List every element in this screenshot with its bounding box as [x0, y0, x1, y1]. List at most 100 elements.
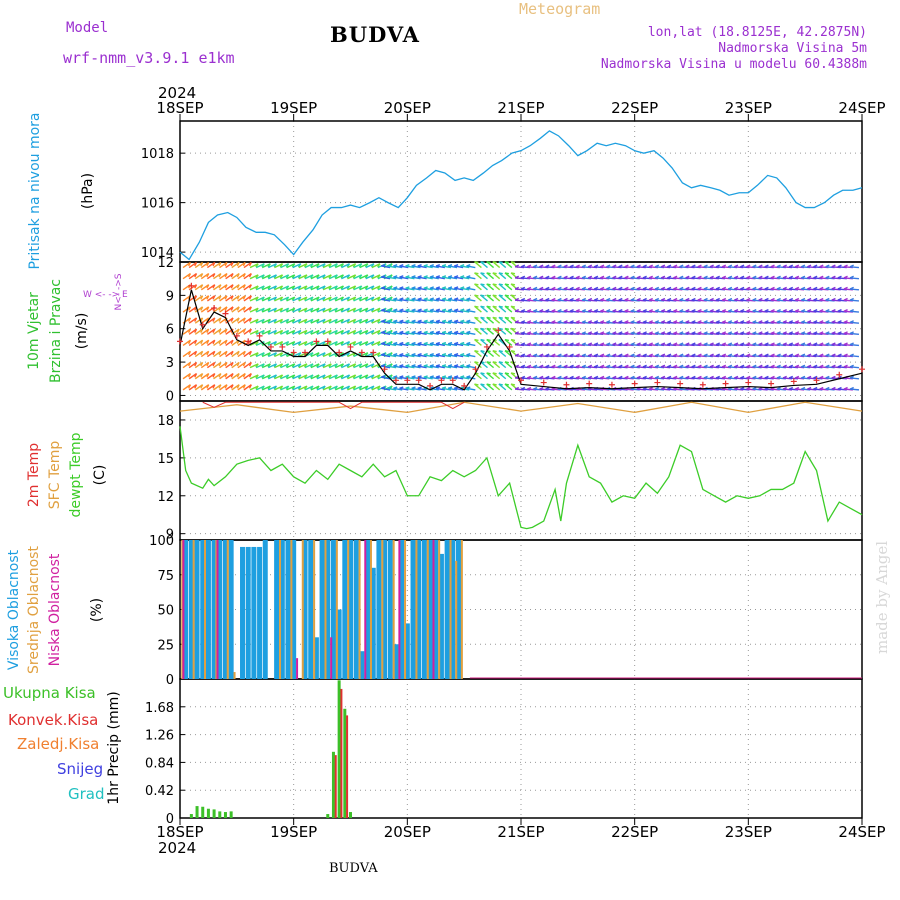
wind-arrow-head: [236, 262, 240, 267]
wind-arrow: [492, 272, 501, 280]
wind-arrow-head: [466, 341, 471, 345]
wind-arrow-head: [667, 353, 672, 357]
wind-gust-marker: [302, 349, 309, 356]
wind-arrow-head: [520, 309, 526, 312]
wind-arrow: [249, 352, 259, 358]
wind-arrow: [411, 276, 421, 280]
wind-arrow-head: [230, 284, 234, 289]
wind-arrow: [304, 307, 314, 313]
wind-arrow-head: [273, 318, 278, 323]
wind-arrow-head: [807, 309, 812, 312]
wind-arrow-head: [849, 275, 854, 279]
wind-arrow-head: [328, 374, 332, 379]
wind-arrow: [460, 287, 470, 291]
wind-arrow-head: [727, 275, 733, 279]
wind-arrow: [429, 332, 439, 335]
y-tick-label: 25: [157, 638, 174, 653]
wind-arrow-head: [224, 351, 228, 356]
wind-arrow: [213, 272, 222, 280]
wind-arrow: [194, 328, 203, 335]
wind-arrow: [286, 296, 296, 302]
wind-arrow-head: [206, 273, 210, 278]
wind-arrow-head: [423, 375, 428, 378]
wind-arrow-head: [764, 375, 769, 379]
wind-arrow: [441, 365, 452, 369]
wind-arrow-head: [352, 374, 357, 379]
wind-arrow-head: [188, 351, 192, 356]
wind-arrow-head: [709, 353, 714, 357]
wind-arrow-head: [557, 309, 562, 312]
wind-arrow-head: [429, 353, 434, 356]
wind-arrow-head: [727, 264, 733, 268]
wind-arrow-head: [600, 342, 605, 346]
wind-arrow: [207, 384, 216, 391]
wind-arrow-head: [849, 331, 854, 335]
wind-arrow: [381, 376, 391, 380]
wind-arrow-head: [807, 286, 812, 290]
wind-arrow-head: [740, 264, 745, 268]
wind-arrow-head: [563, 375, 568, 379]
wind-arrow-head: [466, 330, 471, 334]
wind-arrow-head: [697, 264, 702, 268]
wind-arrow: [353, 307, 362, 313]
wind-arrow-head: [727, 297, 733, 301]
wind-arrow: [194, 261, 203, 269]
wind-arrow-head: [624, 375, 629, 379]
wind-arrow-head: [600, 297, 605, 301]
wind-arrow-head: [206, 351, 210, 356]
wind-arrow-head: [486, 261, 491, 264]
wind-arrow-head: [340, 318, 344, 323]
wind-arrow-head: [411, 386, 416, 389]
wind-arrow-head: [788, 331, 794, 335]
wind-arrow-head: [612, 353, 617, 357]
wind-arrow-head: [380, 386, 386, 389]
wind-arrow: [194, 295, 203, 302]
wind-arrow: [274, 385, 283, 391]
wind-arrow-head: [417, 375, 422, 378]
wind-arrow: [274, 340, 283, 347]
wind-arrow: [316, 263, 326, 269]
wind-arrow-head: [441, 264, 447, 267]
wind-arrow: [231, 350, 240, 358]
wind-arrow-head: [782, 297, 787, 301]
wind-arrow-head: [654, 353, 660, 357]
wind-arrow: [298, 318, 308, 324]
wind-arrow-head: [679, 331, 684, 335]
wind-arrow-head: [703, 342, 708, 346]
wind-arrow-head: [322, 307, 326, 312]
wind-arrow: [399, 276, 409, 280]
wind-arrow: [498, 305, 507, 313]
wind-arrow-head: [423, 364, 428, 367]
wind-arrow-head: [642, 297, 647, 301]
wind-arrow: [347, 318, 356, 324]
wind-arrow: [466, 265, 476, 269]
wind-arrow-head: [377, 263, 381, 268]
wind-arrow: [492, 261, 501, 269]
wind-arrow-head: [429, 341, 434, 345]
wind-arrow: [405, 265, 415, 269]
wind-arrow-head: [709, 309, 714, 312]
wind-arrow-head: [242, 273, 246, 278]
wind-arrow-head: [492, 261, 497, 264]
wind-arrow: [213, 306, 222, 313]
precip-bar: [346, 715, 349, 818]
wind-gust-marker: [859, 366, 865, 373]
wind-arrow-head: [429, 264, 434, 267]
wind-arrow-head: [709, 364, 714, 368]
wind-arrow-head: [267, 296, 271, 301]
wind-arrow-head: [411, 264, 416, 267]
wind-arrow-head: [715, 309, 720, 312]
wind-arrow: [182, 361, 191, 369]
wind-arrow-head: [606, 309, 611, 312]
wind-arrow-head: [340, 263, 344, 268]
wind-arrow-head: [520, 331, 526, 335]
wind-arrow-head: [492, 316, 497, 319]
wind-arrow-head: [697, 375, 702, 379]
wind-arrow-head: [575, 375, 580, 379]
wind-arrow-head: [447, 330, 453, 334]
wind-arrow: [448, 276, 458, 280]
wind-arrow: [322, 318, 332, 324]
wind-arrow-head: [267, 263, 271, 268]
wind-arrow-head: [813, 297, 818, 301]
wind-arrow-head: [624, 353, 629, 357]
